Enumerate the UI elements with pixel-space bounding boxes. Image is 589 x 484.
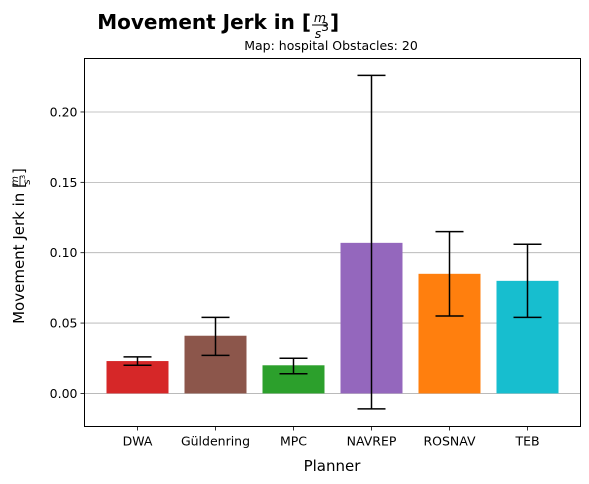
chart-title-prefix: Movement Jerk in [97,10,302,34]
y-tick-label: 0.10 [50,245,78,260]
y-tick-label: 0.15 [50,175,78,190]
x-tick-label: ROSNAV [423,434,476,449]
y-axis-label-prefix: Movement Jerk in [ [10,182,28,324]
y-axis-unit-exponent: 3 [19,175,27,179]
x-tick-label: TEB [514,434,539,449]
x-tick-label: Güldenring [181,434,250,449]
x-tick-label: MPC [280,434,307,449]
y-axis-ticks: 0.00 0.05 0.10 0.15 0.20 [50,104,85,400]
chart-title-bracket-close: ] [330,10,339,34]
title-unit-exponent: 3 [321,19,329,34]
chart-subtitle: Map: hospital Obstacles: 20 [244,38,418,53]
y-tick-label: 0.00 [50,386,78,401]
x-tick-label: DWA [123,434,153,449]
y-axis-label-bracket-close: ] [10,168,28,174]
y-tick-label: 0.20 [50,104,78,119]
bars [107,243,559,394]
y-axis-label: Movement Jerk in [ m s 3 ] [10,168,33,324]
x-tick-label: NAVREP [347,434,397,449]
y-tick-label: 0.05 [50,316,78,331]
x-axis-ticks: DWA Güldenring MPC NAVREP ROSNAV TEB [123,427,540,449]
title-unit-fraction: m s 3 [312,10,329,41]
chart-title: Movement Jerk in [ [97,10,311,34]
chart-title-bracket-open: [ [302,10,311,34]
x-axis-label: Planner [304,457,362,475]
